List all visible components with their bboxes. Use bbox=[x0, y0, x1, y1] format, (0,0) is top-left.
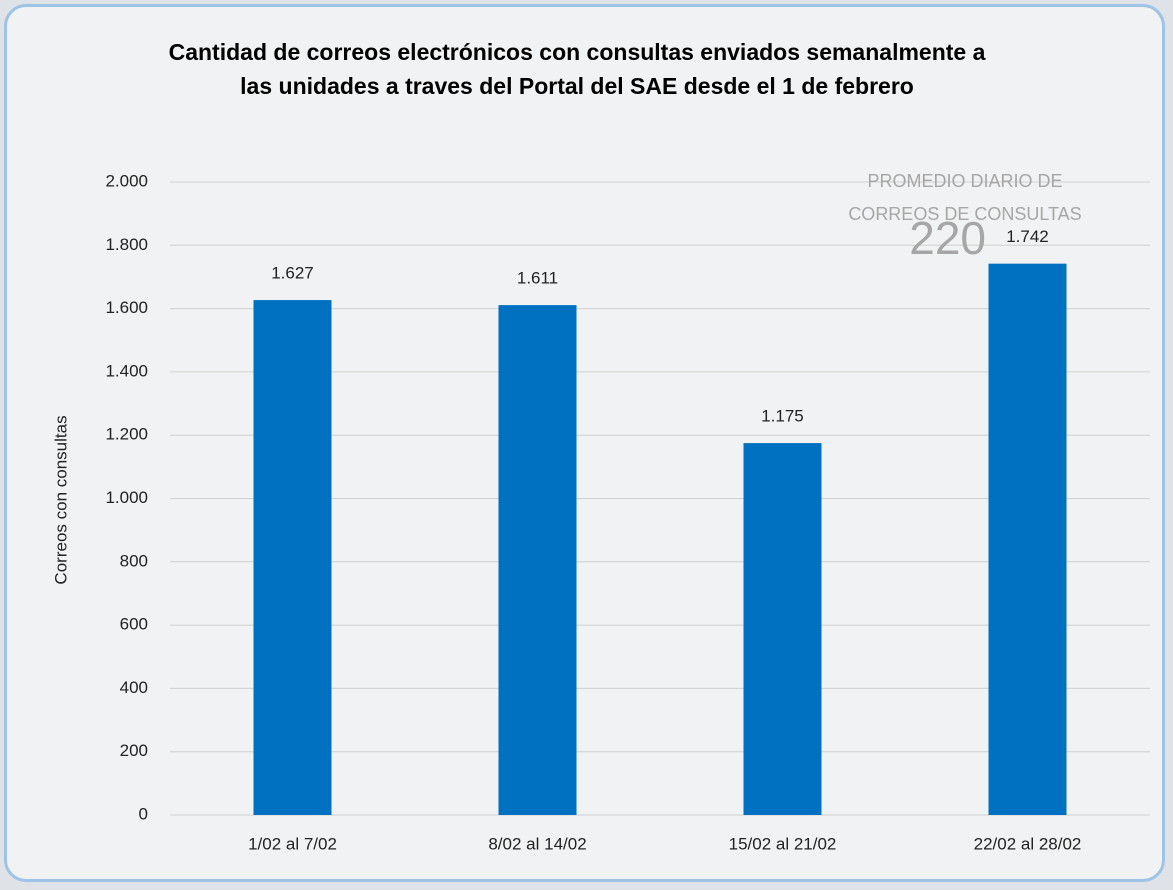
annotation-value: 220 bbox=[909, 212, 986, 264]
y-tick-label: 400 bbox=[120, 678, 148, 697]
y-tick-label: 1.200 bbox=[105, 425, 148, 444]
y-axis-label: Correos con consultas bbox=[51, 415, 70, 584]
y-tick-label: 200 bbox=[120, 741, 148, 760]
y-tick-label: 1.600 bbox=[105, 298, 148, 317]
frame: Cantidad de correos electrónicos con con… bbox=[4, 4, 1165, 882]
bar bbox=[743, 443, 822, 815]
y-tick-label: 0 bbox=[139, 804, 148, 823]
data-label: 1.627 bbox=[271, 264, 314, 283]
data-label: 1.611 bbox=[517, 269, 558, 288]
annotation-label: PROMEDIO DIARIO DE bbox=[867, 171, 1062, 191]
bar bbox=[498, 305, 577, 815]
chart-title: Cantidad de correos electrónicos con con… bbox=[168, 39, 986, 99]
bar bbox=[988, 263, 1067, 816]
annotation-label: CORREOS DE CONSULTAS bbox=[848, 204, 1081, 224]
x-tick-label: 8/02 al 14/02 bbox=[488, 834, 586, 853]
y-tick-label: 1.400 bbox=[105, 361, 148, 380]
y-tick-label: 1.000 bbox=[105, 488, 148, 507]
x-tick-label: 22/02 al 28/02 bbox=[974, 834, 1082, 853]
y-tick-label: 2.000 bbox=[105, 171, 148, 190]
data-label: 1.175 bbox=[761, 407, 804, 426]
y-tick-label: 1.800 bbox=[105, 235, 148, 254]
x-tick-label: 1/02 al 7/02 bbox=[248, 834, 337, 853]
y-tick-label: 600 bbox=[120, 615, 148, 634]
bar bbox=[253, 300, 332, 815]
x-tick-label: 15/02 al 21/02 bbox=[729, 834, 837, 853]
data-label: 1.742 bbox=[1006, 227, 1049, 246]
y-tick-label: 800 bbox=[120, 551, 148, 570]
